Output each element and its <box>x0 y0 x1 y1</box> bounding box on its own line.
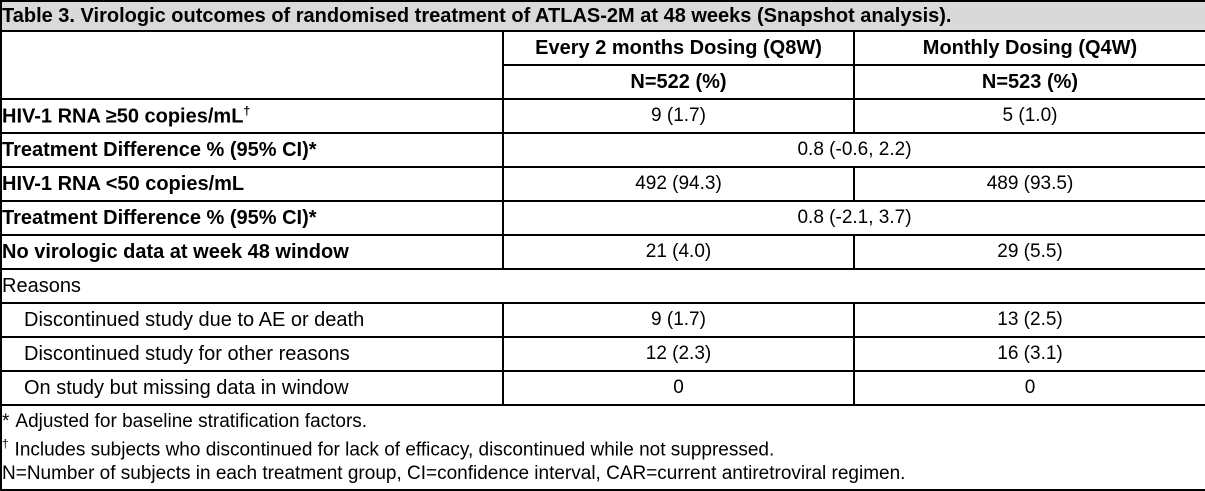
row-label: HIV-1 RNA ≥50 copies/mL† <box>0 98 504 134</box>
footnote-text: Adjusted for baseline stratification fac… <box>15 411 368 433</box>
row-label: On study but missing data in window <box>0 370 504 406</box>
row-value-q8w: 9 (1.7) <box>502 98 855 134</box>
row-treatment-difference-1: Treatment Difference % (95% CI)* 0.8 (-0… <box>0 132 1205 168</box>
footnote-asterisk: * Adjusted for baseline stratification fa… <box>2 410 1204 433</box>
row-span-value: 0.8 (-0.6, 2.2) <box>501 132 1205 168</box>
row-value-q8w: 492 (94.3) <box>502 166 855 202</box>
row-hiv-rna-lt50: HIV-1 RNA <50 copies/mL 492 (94.3) 489 (… <box>0 166 1205 202</box>
empty-header-cell <box>0 30 504 100</box>
row-value-q4w: 13 (2.5) <box>852 302 1205 338</box>
row-discontinued-other: Discontinued study for other reasons 12 … <box>0 336 1205 372</box>
footnote-text: Includes subjects who discontinued for l… <box>14 439 775 461</box>
row-value-q4w: 5 (1.0) <box>852 98 1205 134</box>
row-discontinued-ae-death: Discontinued study due to AE or death 9 … <box>0 302 1205 338</box>
table-title: Table 3. Virologic outcomes of randomise… <box>0 0 1205 32</box>
row-hiv-rna-ge50: HIV-1 RNA ≥50 copies/mL† 9 (1.7) 5 (1.0) <box>0 98 1205 134</box>
row-label: HIV-1 RNA <50 copies/mL <box>0 166 504 202</box>
row-value-q8w: 12 (2.3) <box>502 336 855 372</box>
row-value-q4w: 29 (5.5) <box>852 234 1205 270</box>
row-label: No virologic data at week 48 window <box>0 234 504 270</box>
row-on-study-missing-data: On study but missing data in window 0 0 <box>0 370 1205 406</box>
footnotes-cell: * Adjusted for baseline stratification fa… <box>0 404 1205 491</box>
row-value-q8w: 21 (4.0) <box>502 234 855 270</box>
dagger-marker: † <box>2 438 9 452</box>
footnote-dagger: † Includes subjects who discontinued for … <box>2 433 1204 461</box>
column-subheader-row: N=522 (%) N=523 (%) <box>1 64 1205 100</box>
row-label: Treatment Difference % (95% CI)* <box>0 200 504 236</box>
row-no-virologic-data: No virologic data at week 48 window 21 (… <box>0 234 1205 270</box>
row-label-text: HIV-1 RNA ≥50 copies/mL <box>2 105 244 128</box>
row-label: Treatment Difference % (95% CI)* <box>0 132 504 168</box>
section-label: Reasons <box>0 268 1205 304</box>
row-value-q4w: 16 (3.1) <box>852 336 1205 372</box>
row-value-q8w: 9 (1.7) <box>502 302 855 338</box>
column-subheader-q8w: N=522 (%) <box>502 64 855 100</box>
row-label: Discontinued study for other reasons <box>0 336 504 372</box>
row-label: Discontinued study due to AE or death <box>0 302 504 338</box>
row-value-q4w: 489 (93.5) <box>852 166 1205 202</box>
column-header-row: Every 2 months Dosing (Q8W) Monthly Dosi… <box>0 30 1205 100</box>
dagger-marker: † <box>243 103 251 118</box>
column-subheader-q4w: N=523 (%) <box>852 64 1205 100</box>
footnote-abbreviations: N=Number of subjects in each treatment g… <box>2 462 1204 485</box>
asterisk-marker: * <box>2 411 10 433</box>
row-reasons-section: Reasons <box>0 268 1205 304</box>
footnote-text: N=Number of subjects in each treatment g… <box>2 462 906 484</box>
footnotes-row: * Adjusted for baseline stratification fa… <box>0 404 1205 491</box>
title-row: Table 3. Virologic outcomes of randomise… <box>0 0 1205 32</box>
row-value-q4w: 0 <box>852 370 1205 406</box>
row-span-value: 0.8 (-2.1, 3.7) <box>501 200 1205 236</box>
column-header-q8w: Every 2 months Dosing (Q8W) <box>502 30 855 66</box>
row-treatment-difference-2: Treatment Difference % (95% CI)* 0.8 (-2… <box>0 200 1205 236</box>
column-header-q4w: Monthly Dosing (Q4W) <box>852 30 1205 66</box>
row-value-q8w: 0 <box>502 370 855 406</box>
